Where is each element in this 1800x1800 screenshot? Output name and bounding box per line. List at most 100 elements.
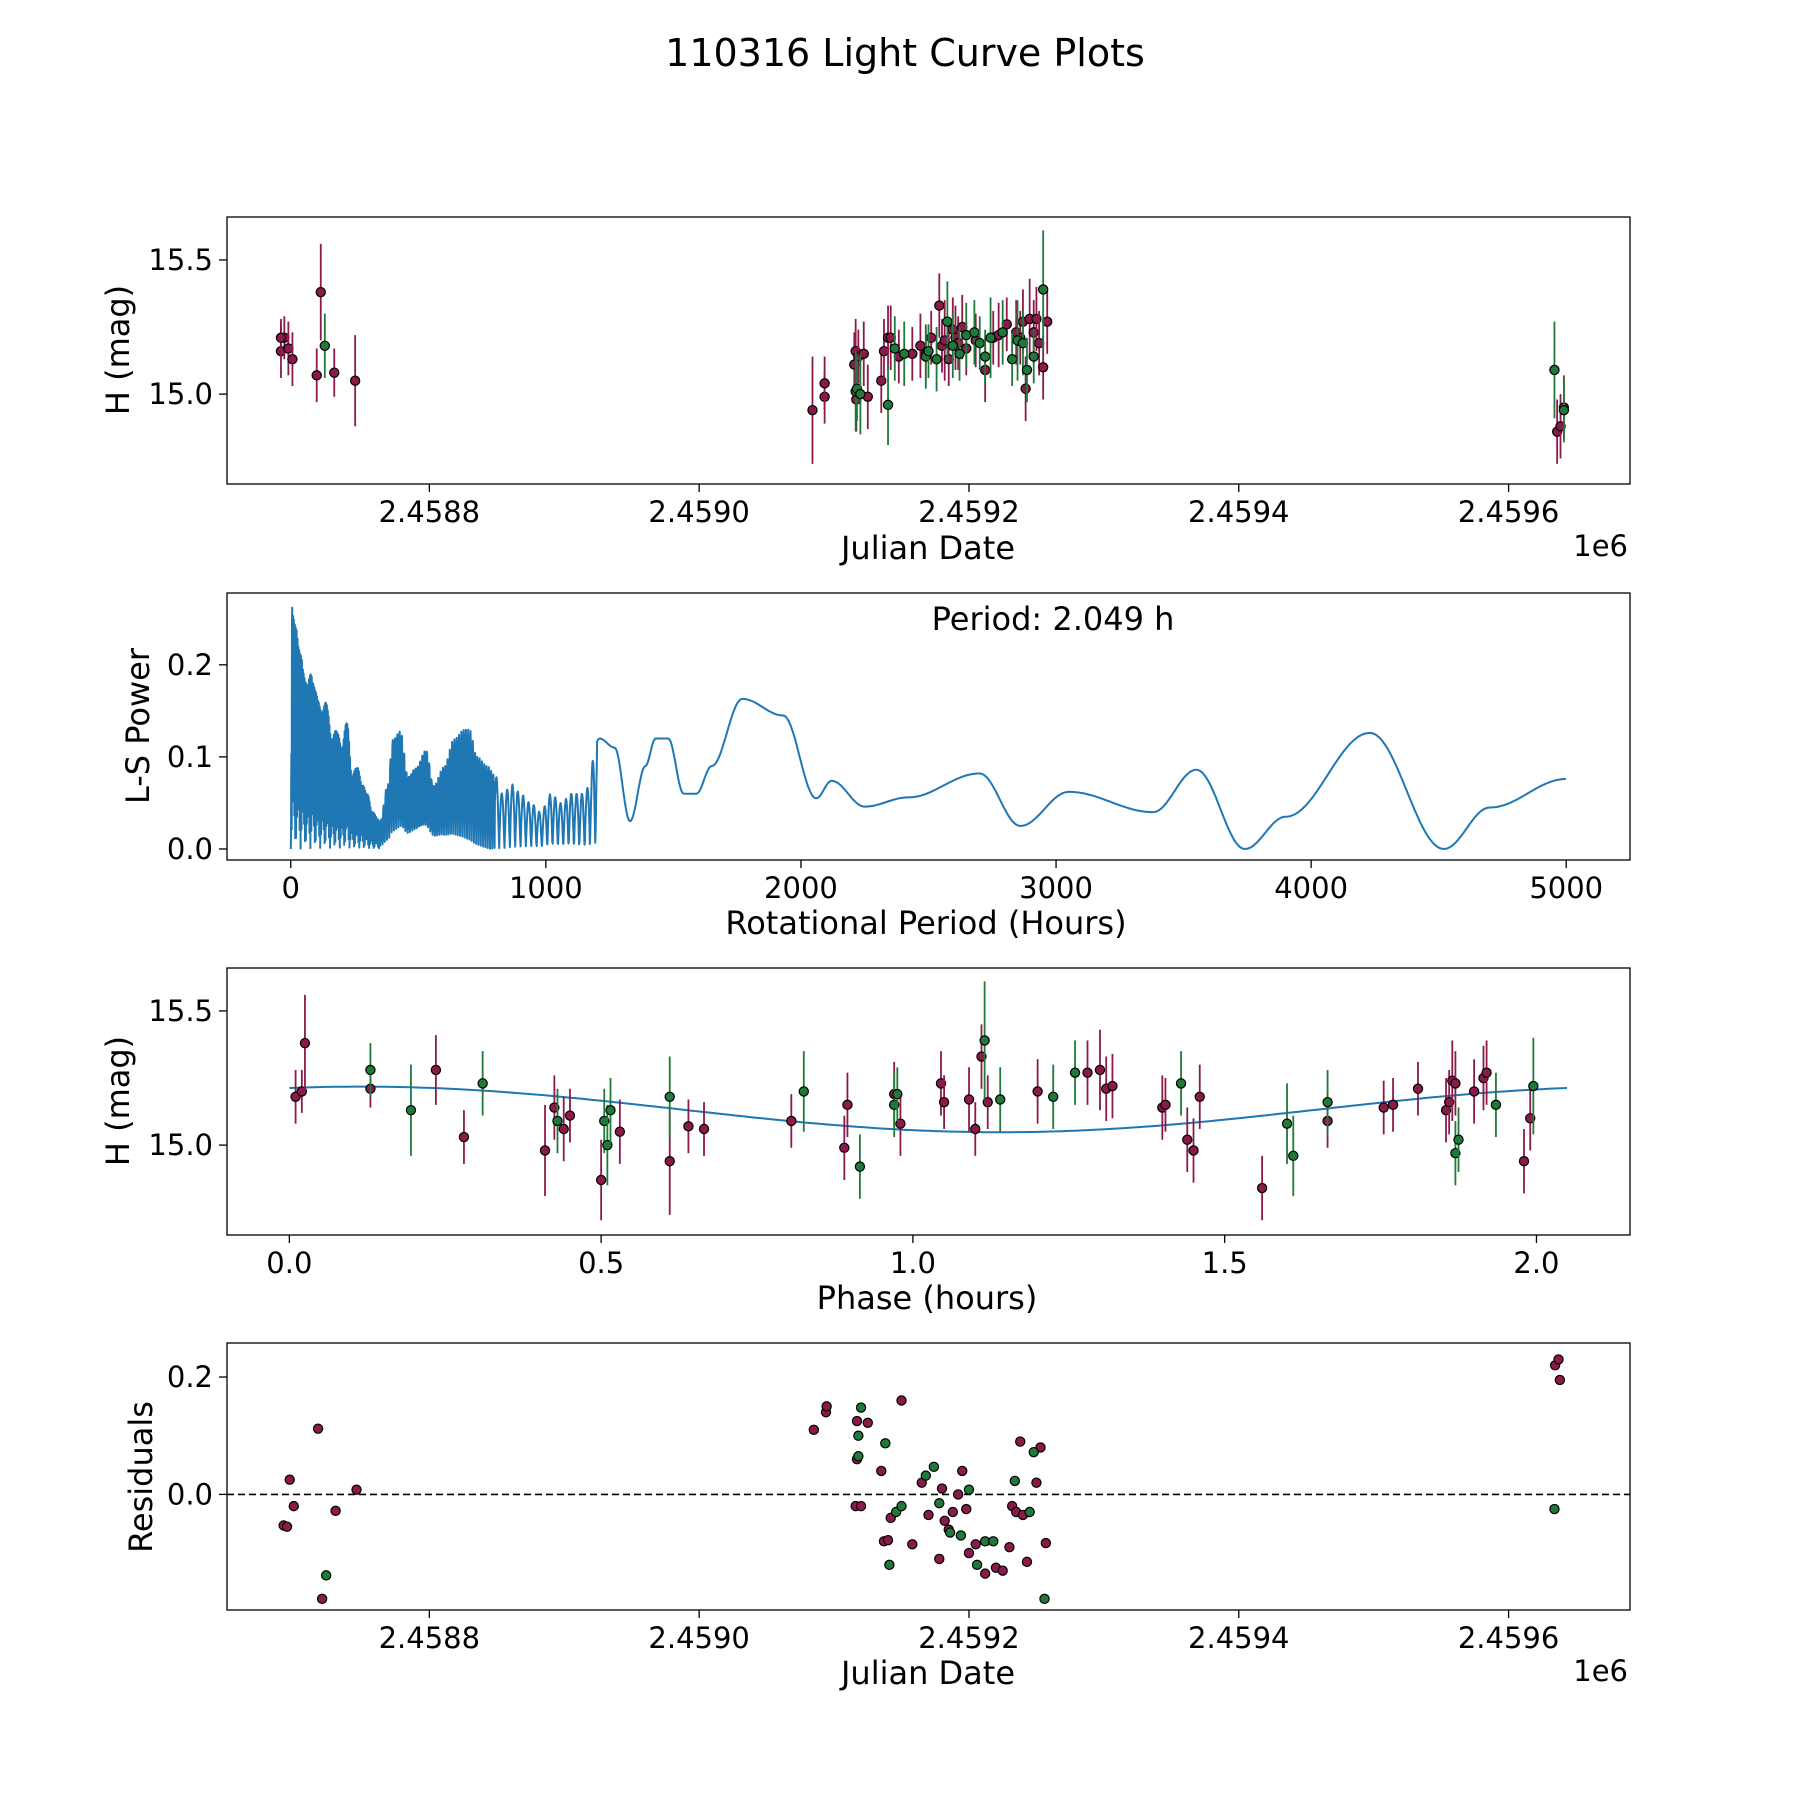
green-data-point (934, 1497, 945, 1509)
maroon-data-point (963, 1547, 975, 1559)
maroon-data-point (311, 370, 322, 381)
green-data-point (320, 1570, 332, 1581)
maroon-data-point (698, 1123, 710, 1135)
maroon-data-point (1182, 1134, 1193, 1145)
maroon-data-point (963, 1094, 975, 1105)
maroon-data-point (1553, 1354, 1564, 1365)
maroon-data-point (1468, 1086, 1480, 1097)
y-tick-label: 0.0 (167, 1477, 213, 1511)
x-tick-label: 2000 (764, 871, 838, 905)
maroon-data-point (1256, 1182, 1268, 1194)
green-data-point (988, 1536, 999, 1547)
figure-title: 110316 Light Curve Plots (665, 31, 1145, 75)
x-tick-label: 2.4594 (1188, 495, 1289, 529)
maroon-data-point (896, 1395, 907, 1406)
y-tick-label: 0.1 (167, 740, 213, 774)
maroon-data-point (315, 286, 326, 298)
x-tick-label: 2.4588 (379, 495, 480, 529)
phase-fold-ticks: 0.0 0.5 1.0 1.5 2.0 15.0 15.5 (148, 994, 1559, 1280)
maroon-data-point (982, 1096, 993, 1108)
x-tick-label: 4000 (1274, 871, 1348, 905)
maroon-data-point (855, 1500, 867, 1512)
light-curve-plot-area (275, 230, 1570, 464)
x-tick-label: 5000 (1529, 871, 1603, 905)
maroon-data-point (876, 1465, 887, 1477)
maroon-data-point (539, 1145, 551, 1156)
residuals-ylabel: Residuals (122, 1401, 160, 1553)
green-data-point (1024, 1506, 1035, 1518)
green-data-point (605, 1105, 616, 1116)
y-tick-label: 0.0 (167, 832, 213, 866)
green-data-point (855, 1402, 867, 1413)
maroon-data-point (1015, 1436, 1026, 1447)
maroon-data-point (1194, 1091, 1205, 1103)
periodogram-frame (226, 592, 1631, 861)
green-data-point (1549, 364, 1560, 376)
green-data-point (405, 1105, 417, 1116)
periodogram-panel: 0 1000 2000 3000 4000 5000 0.0 0.1 0.2 Period: 2… (119, 592, 1631, 942)
green-data-point (942, 316, 953, 327)
maroon-data-point (923, 1509, 934, 1521)
maroon-data-point (1387, 1099, 1399, 1111)
maroon-data-point (614, 1126, 626, 1137)
x-tick-label: 2.4596 (1458, 495, 1559, 529)
green-data-point (1048, 1091, 1059, 1103)
light-curve-frame (226, 216, 1631, 485)
maroon-data-point (1188, 1145, 1199, 1156)
maroon-data-point (851, 1415, 863, 1427)
maroon-data-point (858, 348, 869, 360)
green-data-point (884, 1559, 895, 1571)
maroon-data-point (281, 1521, 293, 1532)
maroon-data-point (1481, 1067, 1492, 1078)
x-tick-label: 1.0 (890, 1246, 936, 1280)
green-data-point (889, 343, 900, 354)
green-data-point (896, 1500, 907, 1512)
maroon-data-point (915, 340, 926, 352)
maroon-data-point (970, 1539, 981, 1550)
maroon-data-point (564, 1110, 576, 1121)
periodogram-annotation: Period: 2.049 h (932, 600, 1175, 638)
maroon-data-point (819, 378, 830, 389)
maroon-data-point (934, 1553, 945, 1565)
green-data-point (1028, 351, 1039, 362)
phase-fold-panel: 0.0 0.5 1.0 1.5 2.0 15.0 15.5 Phase (hours) H … (99, 967, 1631, 1317)
green-data-point (880, 1438, 891, 1449)
green-data-point (1009, 1475, 1021, 1487)
green-data-point (1028, 1446, 1039, 1458)
maroon-data-point (284, 1474, 295, 1485)
x-tick-label: 3000 (1019, 871, 1093, 905)
x-tick-label: 0.5 (578, 1246, 624, 1280)
green-data-point (947, 340, 958, 352)
maroon-data-point (1518, 1156, 1530, 1167)
green-data-point (365, 1064, 376, 1076)
x-tick-label: 2.4592 (918, 1621, 1019, 1655)
green-data-point (944, 1527, 956, 1538)
maroon-data-point (957, 1465, 968, 1477)
maroon-data-point (595, 1174, 607, 1186)
maroon-data-point (934, 300, 945, 311)
periodogram-xlabel: Rotational Period (Hours) (725, 904, 1126, 942)
x-tick-label: 2.4594 (1188, 1621, 1289, 1655)
light-curve-ylabel: H (mag) (99, 285, 137, 415)
maroon-data-point (936, 1483, 948, 1494)
green-data-point (979, 1035, 990, 1046)
green-data-point (602, 1139, 613, 1151)
maroon-data-point (882, 1534, 894, 1546)
maroon-data-point (1021, 1556, 1033, 1568)
x-tick-label: 2.4592 (918, 495, 1019, 529)
green-data-point (853, 1451, 864, 1462)
maroon-data-point (938, 1096, 950, 1108)
green-data-point (552, 1115, 563, 1127)
residuals-panel: 2.4588 2.4590 2.4592 2.4594 2.4596 0.0 0.2 Jul… (122, 1342, 1631, 1692)
green-data-point (477, 1078, 488, 1089)
maroon-data-point (1378, 1102, 1389, 1113)
green-data-point (1175, 1078, 1187, 1089)
maroon-data-point (430, 1064, 442, 1076)
maroon-data-point (1032, 1086, 1043, 1097)
maroon-data-point (349, 375, 361, 386)
maroon-data-point (862, 1417, 873, 1429)
maroon-data-point (1037, 362, 1049, 373)
green-data-point (1490, 1099, 1502, 1111)
phase-fold-ylabel: H (mag) (99, 1036, 137, 1166)
